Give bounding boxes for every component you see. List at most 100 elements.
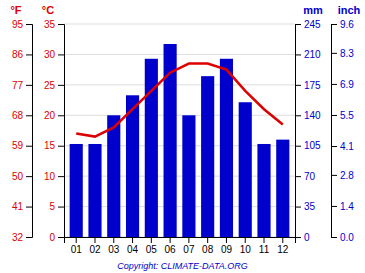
line bbox=[76, 64, 283, 137]
tick: 4.1 bbox=[331, 141, 354, 152]
tick: 50 bbox=[12, 171, 32, 182]
bar bbox=[126, 95, 139, 237]
tick-label: 2.8 bbox=[340, 170, 354, 181]
tick-mark bbox=[295, 176, 301, 177]
tick-label: 08 bbox=[202, 244, 214, 255]
bar bbox=[107, 115, 120, 237]
tick: 1.4 bbox=[331, 201, 354, 212]
tick-mark bbox=[113, 237, 114, 243]
tick-mark bbox=[331, 53, 337, 54]
tick-mark bbox=[331, 84, 337, 85]
tick-mark bbox=[170, 237, 171, 243]
tick-label: 15 bbox=[44, 140, 56, 151]
bar bbox=[70, 144, 83, 237]
tick: 175 bbox=[295, 80, 321, 91]
tick: 95 bbox=[12, 19, 32, 30]
tick-mark bbox=[94, 237, 95, 243]
axis-line bbox=[58, 25, 65, 238]
tick-mark bbox=[26, 85, 32, 86]
tick-mark bbox=[26, 24, 32, 25]
tick-label: 12 bbox=[277, 244, 289, 255]
axis-y3: 32 41 50 59 68 77 86 95 bbox=[12, 19, 33, 243]
tick-mark bbox=[132, 237, 133, 243]
tick: 68 bbox=[12, 110, 32, 121]
tick-mark bbox=[26, 146, 32, 147]
tick-mark bbox=[331, 115, 337, 116]
tick-mark bbox=[282, 237, 283, 243]
tick: 8.3 bbox=[331, 48, 354, 59]
tick-mark bbox=[295, 85, 301, 86]
tick: 11 bbox=[259, 237, 270, 255]
tick: 02 bbox=[89, 237, 101, 255]
tick-label: 01 bbox=[71, 244, 83, 255]
tick-label: 50 bbox=[12, 171, 24, 182]
grid-line bbox=[64, 84, 295, 85]
tick-label: 245 bbox=[304, 19, 321, 30]
tick-label: 86 bbox=[12, 49, 24, 60]
tick: 86 bbox=[12, 49, 32, 60]
tick: 210 bbox=[295, 49, 321, 60]
axis-line bbox=[65, 238, 296, 244]
tick-mark bbox=[58, 54, 64, 55]
tick-label: 04 bbox=[127, 244, 139, 255]
tick: 77 bbox=[12, 80, 32, 91]
axis-y: 05101520253035 bbox=[44, 19, 65, 243]
tick: 32 bbox=[12, 232, 32, 243]
chart: 3241505968778695°F05101520253035°C035701… bbox=[0, 0, 365, 273]
bar bbox=[88, 144, 101, 237]
tick-mark bbox=[26, 115, 32, 116]
tick-label: 06 bbox=[165, 244, 177, 255]
tick-label: 25 bbox=[44, 80, 56, 91]
tick-label: 95 bbox=[12, 19, 24, 30]
tick-mark bbox=[26, 54, 32, 55]
tick-mark bbox=[245, 237, 246, 243]
tick-label: 175 bbox=[304, 80, 321, 91]
tick-label: 35 bbox=[304, 201, 316, 212]
tick: 0.0 bbox=[331, 232, 354, 243]
tick: 59 bbox=[12, 140, 32, 151]
tick: 41 bbox=[12, 201, 32, 212]
tick-label: 68 bbox=[12, 110, 24, 121]
tick: 0 bbox=[295, 232, 310, 243]
tick-label: 10 bbox=[44, 171, 56, 182]
tick-mark bbox=[76, 237, 77, 243]
tick-label: 1.4 bbox=[340, 201, 354, 212]
tick: 20 bbox=[44, 110, 64, 121]
tick-label: 8.3 bbox=[340, 48, 354, 59]
tick: 70 bbox=[295, 171, 316, 182]
tick-mark bbox=[58, 207, 64, 208]
tick: 5 bbox=[49, 201, 64, 212]
grid-line bbox=[64, 24, 295, 25]
axis-line bbox=[26, 25, 33, 238]
tick-mark bbox=[58, 24, 64, 25]
axis-y4: 0.01.42.84.15.56.98.39.6 bbox=[331, 19, 354, 243]
tick-mark bbox=[331, 146, 337, 147]
tick-mark bbox=[26, 237, 32, 238]
bar bbox=[201, 76, 214, 237]
bar bbox=[276, 140, 289, 237]
tick: 05 bbox=[146, 237, 158, 255]
tick-mark bbox=[295, 146, 301, 147]
tick-mark bbox=[58, 237, 64, 238]
tick-label: 70 bbox=[304, 171, 316, 182]
tick: 140 bbox=[295, 110, 321, 121]
tick: 30 bbox=[44, 49, 64, 60]
tick-label: 105 bbox=[304, 140, 321, 151]
tick-label: 5.5 bbox=[340, 110, 354, 121]
tick-label: 5 bbox=[49, 201, 55, 212]
tick: 09 bbox=[221, 237, 233, 255]
tick: 35 bbox=[295, 201, 316, 212]
axis-title: inch bbox=[338, 4, 361, 16]
bar bbox=[220, 59, 233, 237]
axis-title: °F bbox=[10, 4, 21, 16]
tick-mark bbox=[331, 175, 337, 176]
tick-mark bbox=[331, 237, 337, 238]
tick-label: 20 bbox=[44, 110, 56, 121]
tick-mark bbox=[58, 115, 64, 116]
tick-mark bbox=[58, 85, 64, 86]
tick-label: 35 bbox=[44, 19, 56, 30]
tick-label: 9.6 bbox=[340, 19, 354, 30]
tick-mark bbox=[264, 237, 265, 243]
tick-label: 41 bbox=[12, 201, 24, 212]
tick-label: 59 bbox=[12, 140, 24, 151]
